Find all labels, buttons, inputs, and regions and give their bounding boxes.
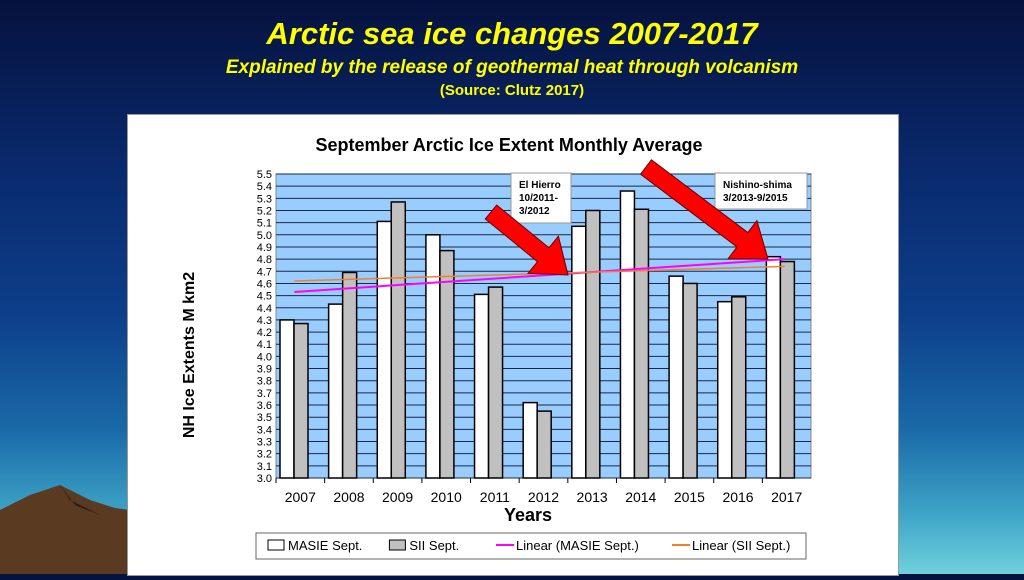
slide-title: Arctic sea ice changes 2007-2017 [266, 16, 758, 51]
x-axis-label: Years [504, 505, 552, 525]
chart-panel: September Arctic Ice Extent Monthly Aver… [127, 114, 899, 576]
y-tick-label: 3.3 [257, 437, 272, 449]
bar-masie [716, 300, 733, 479]
bar-masie [376, 220, 393, 479]
bar-sii [730, 296, 747, 479]
legend-label: SII Sept. [409, 538, 459, 553]
chart-title: September Arctic Ice Extent Monthly Aver… [315, 135, 702, 155]
bar-masie [522, 401, 538, 479]
y-tick-label: 5.2 [257, 205, 272, 217]
bar-masie [473, 293, 490, 479]
legend-swatch [267, 539, 285, 551]
y-axis-label: NH Ice Extents M km2 [181, 272, 198, 438]
y-tick-label: 5.3 [257, 193, 272, 205]
y-tick-label: 4.9 [257, 242, 272, 254]
y-tick-label: 5.0 [257, 230, 272, 242]
y-tick-label: 5.1 [257, 218, 272, 230]
y-tick-label: 4.5 [257, 291, 272, 303]
bar-masie [425, 234, 441, 479]
y-tick-label: 4.8 [257, 254, 272, 266]
bar-masie [571, 225, 587, 479]
x-tick-label: 2012 [528, 489, 559, 505]
legend-swatch [388, 539, 406, 551]
x-tick-label: 2017 [771, 489, 802, 505]
y-tick-label: 4.6 [257, 278, 272, 290]
x-tick-label: 2009 [382, 489, 413, 505]
legend-label: MASIE Sept. [288, 538, 362, 553]
y-tick-label: 3.1 [257, 461, 272, 473]
y-tick-label: 3.7 [257, 388, 272, 400]
bar-sii [779, 260, 796, 479]
y-tick-label: 4.2 [257, 327, 272, 339]
x-tick-label: 2013 [577, 489, 608, 505]
bar-masie [279, 319, 295, 479]
annotation-text: El Hierro [519, 180, 561, 191]
bar-sii [293, 322, 309, 479]
bar-sii [487, 286, 504, 479]
legend-label: Linear (MASIE Sept.) [516, 538, 639, 553]
annotation-text: Nishino-shima [723, 180, 792, 191]
y-tick-label: 4.0 [257, 351, 272, 363]
y-tick-label: 4.4 [257, 303, 272, 315]
y-tick-label: 5.5 [257, 169, 272, 181]
x-tick-label: 2008 [333, 489, 364, 505]
y-tick-label: 3.4 [257, 424, 272, 436]
bar-masie [619, 190, 636, 479]
bar-sii [682, 282, 698, 479]
mountain-decoration [0, 485, 130, 574]
arrow-icon [639, 159, 769, 260]
annotation-text: 10/2011- [519, 193, 558, 204]
x-tick-label: 2011 [480, 489, 510, 505]
y-tick-label: 3.2 [257, 449, 272, 461]
arrow-icon [484, 204, 569, 276]
bar-masie [765, 255, 782, 479]
trendline [294, 258, 785, 293]
y-tick-label: 5.4 [257, 181, 272, 193]
bar-masie [327, 303, 344, 479]
y-tick-label: 3.5 [257, 412, 272, 424]
slide-source: (Source: Clutz 2017) [439, 82, 585, 99]
x-tick-label: 2016 [722, 489, 753, 505]
bar-masie [668, 275, 684, 479]
y-tick-label: 4.1 [257, 339, 272, 351]
bar-sii [536, 410, 552, 479]
annotation-box [714, 172, 808, 210]
y-tick-label: 4.3 [257, 315, 272, 327]
slide-subtitle: Explained by the release of geothermal h… [225, 57, 799, 78]
annotation-box [510, 172, 572, 224]
x-tick-label: 2010 [431, 489, 462, 505]
legend: MASIE Sept. SII Sept. Linear (MASIE Sept.)… [255, 532, 807, 560]
y-tick-label: 3.9 [257, 364, 272, 376]
y-tick-label: 4.7 [257, 266, 272, 278]
annotation-text: 3/2012 [519, 206, 550, 217]
y-tick-label: 3.6 [257, 400, 272, 412]
x-tick-label: 2014 [625, 489, 656, 505]
bar-sii [390, 201, 407, 479]
bar-sii [585, 209, 601, 479]
y-tick-label: 3.0 [257, 473, 272, 485]
annotation-text: 3/2013-9/2015 [723, 193, 788, 204]
chart: September Arctic Ice Extent Monthly Aver… [181, 135, 812, 560]
bar-sii [341, 271, 358, 479]
y-tick-label: 3.8 [257, 376, 272, 388]
legend-label: Linear (SII Sept.) [692, 538, 790, 553]
bar-sii [633, 208, 650, 479]
x-tick-label: 2007 [285, 489, 316, 505]
bar-sii [439, 249, 455, 479]
x-tick-label: 2015 [674, 489, 705, 505]
